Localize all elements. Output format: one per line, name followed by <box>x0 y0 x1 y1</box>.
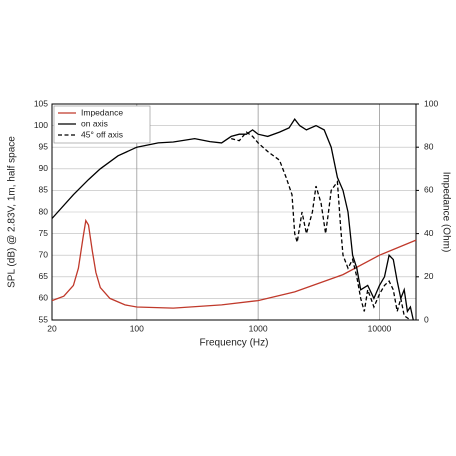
y2-tick-label: 60 <box>424 185 434 195</box>
x-tick-label: 10000 <box>368 323 392 333</box>
legend-label: Impedance <box>81 107 123 117</box>
y-tick-label: 95 <box>39 141 49 151</box>
y2-tick-label: 100 <box>424 98 438 108</box>
y2-axis-title: Impedance (Ohm) <box>440 172 451 253</box>
x-tick-label: 20 <box>47 323 57 333</box>
y2-tick-label: 40 <box>424 228 434 238</box>
y-tick-label: 65 <box>39 271 49 281</box>
y-tick-label: 105 <box>34 98 48 108</box>
y-tick-label: 55 <box>39 314 49 324</box>
plot-frame <box>51 103 417 321</box>
y-tick-label: 100 <box>34 120 48 130</box>
series-line <box>51 117 414 321</box>
x-tick-label: 1000 <box>249 323 268 333</box>
y2-tick-label: 20 <box>424 271 434 281</box>
legend-label: 45° off axis <box>81 129 123 139</box>
legend-label: on axis <box>81 118 108 128</box>
y-tick-label: 60 <box>39 293 49 303</box>
y-tick-label: 90 <box>39 163 49 173</box>
series-line <box>231 131 411 321</box>
x-axis-title: Frequency (Hz) <box>200 338 269 349</box>
y2-tick-label: 0 <box>424 314 429 324</box>
series-line <box>51 218 417 309</box>
y2-tick-label: 80 <box>424 141 434 151</box>
y-axis-title: SPL (dB) @ 2.83V, 1m, half space <box>7 136 18 288</box>
y-tick-label: 85 <box>39 185 49 195</box>
x-tick-label: 100 <box>130 323 144 333</box>
y-tick-label: 75 <box>39 228 49 238</box>
y-tick-label: 70 <box>39 249 49 259</box>
y-tick-label: 80 <box>39 206 49 216</box>
